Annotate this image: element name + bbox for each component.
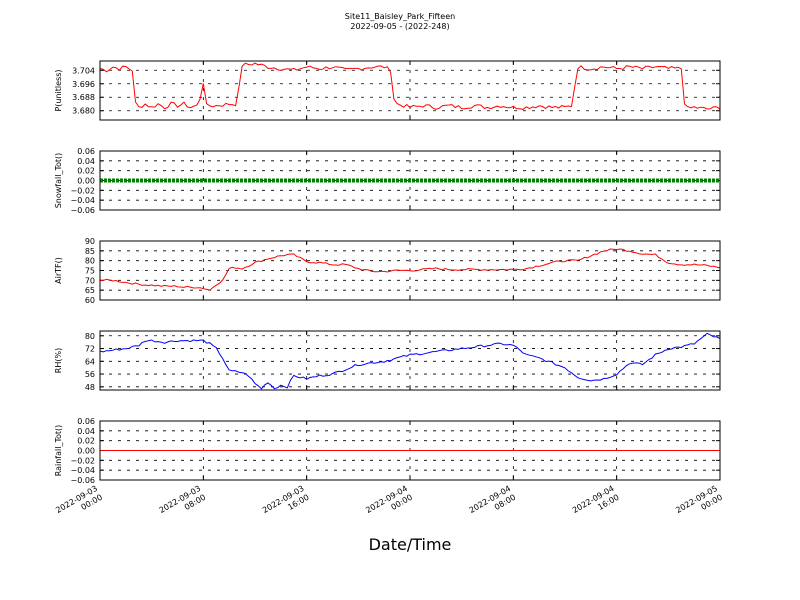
panel-4: −0.06−0.04−0.020.000.020.040.06 Rainfall_… — [54, 417, 721, 485]
y-tick-label: −0.04 — [70, 196, 95, 205]
y-tick-label: 80 — [85, 257, 95, 266]
y-tick-label: 72 — [85, 345, 95, 354]
panel-1: −0.06−0.04−0.020.000.020.040.06 Snowfall_… — [54, 147, 721, 215]
y-tick-label: 0.02 — [77, 437, 95, 446]
x-tick-label: 2022-09-0500:00 — [674, 484, 724, 524]
y-tick-label: 75 — [85, 267, 95, 276]
y-tick-label: −0.02 — [70, 186, 95, 195]
y-tick-label: 3.688 — [72, 93, 95, 102]
y-axis-label: P(unitless) — [54, 69, 63, 111]
panel-frame — [99, 60, 721, 121]
chart-title: Site11_Baisley_Park_Fifteen — [345, 12, 455, 21]
y-tick-label: 3.704 — [72, 66, 95, 75]
y-tick-label: 0.00 — [77, 177, 95, 186]
y-tick-label: −0.04 — [70, 466, 95, 475]
y-tick-label: 0.02 — [77, 167, 95, 176]
y-tick-label: 85 — [85, 247, 95, 256]
x-tick-label: 2022-09-0300:00 — [54, 484, 104, 524]
x-tick-label: 2022-09-0416:00 — [571, 484, 621, 524]
y-tick-label: 90 — [85, 237, 95, 246]
series-line — [99, 248, 721, 291]
y-tick-label: 0.04 — [77, 427, 95, 436]
y-tick-label: −0.06 — [70, 476, 95, 485]
y-tick-label: 0.04 — [77, 157, 95, 166]
y-axis-label: RH(%) — [54, 348, 63, 373]
y-tick-label: 70 — [85, 276, 95, 285]
panel-frame — [99, 150, 721, 211]
y-tick-label: 3.696 — [72, 80, 95, 89]
y-tick-label: 65 — [85, 286, 95, 295]
panel-3: 48 56 64 72 80 RH(%) — [54, 330, 721, 392]
y-tick-label: 64 — [85, 357, 95, 366]
y-axis-label: Rainfall_Tot() — [54, 425, 63, 477]
chart-subtitle: 2022-09-05 - (2022-248) — [350, 22, 449, 31]
panel-frame — [99, 420, 721, 481]
y-tick-label: 3.680 — [72, 107, 95, 116]
x-tick-label: 2022-09-0400:00 — [364, 484, 414, 524]
y-tick-label: 0.06 — [77, 147, 95, 156]
y-tick-label: 56 — [85, 370, 95, 379]
x-tick-label: 2022-09-0408:00 — [468, 484, 518, 524]
panel-frame — [99, 330, 721, 391]
y-axis-label: AirTF() — [54, 257, 63, 284]
x-tick-label: 2022-09-0308:00 — [158, 484, 208, 524]
panel-0: 3.680 3.688 3.696 3.704 P(unitless) — [54, 60, 721, 121]
y-tick-label: 60 — [85, 296, 95, 305]
y-tick-label: 48 — [85, 383, 95, 392]
series-line — [99, 332, 721, 390]
x-axis-label: Date/Time — [369, 535, 452, 554]
y-tick-label: −0.06 — [70, 206, 95, 215]
x-axis-ticks: 2022-09-0300:00 2022-09-0308:00 2022-09-03… — [54, 484, 724, 524]
y-tick-label: 0.06 — [77, 417, 95, 426]
y-tick-label: −0.02 — [70, 456, 95, 465]
y-tick-label: 0.00 — [77, 447, 95, 456]
chart-panels: 3.6803.6883.6963.704P(unitless)−0.06−0.0… — [54, 60, 721, 485]
panel-frame — [99, 240, 721, 301]
series-line — [99, 62, 721, 110]
x-tick-label: 2022-09-0316:00 — [261, 484, 311, 524]
y-axis-label: Snowfall_Tot() — [54, 153, 63, 209]
y-tick-label: 80 — [85, 332, 95, 341]
